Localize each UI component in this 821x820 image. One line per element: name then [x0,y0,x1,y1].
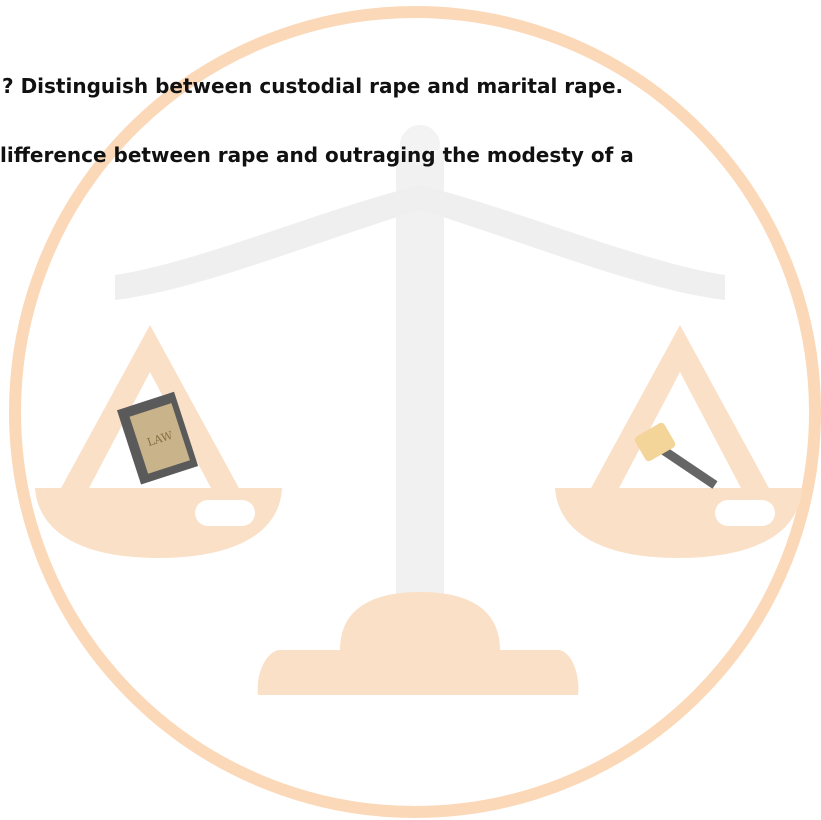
gavel-handle [660,448,715,485]
pillar [396,150,444,610]
text-line: lifference between rape and outraging th… [0,143,634,167]
left-pan-highlight [195,500,255,526]
page: {"document": {"lines": ["? Distinguish b… [0,0,821,820]
right-pan-highlight [715,500,775,526]
watermark-illustration: LAW [0,0,821,820]
base [258,592,579,695]
text-line: ? Distinguish between custodial rape and… [2,74,623,98]
